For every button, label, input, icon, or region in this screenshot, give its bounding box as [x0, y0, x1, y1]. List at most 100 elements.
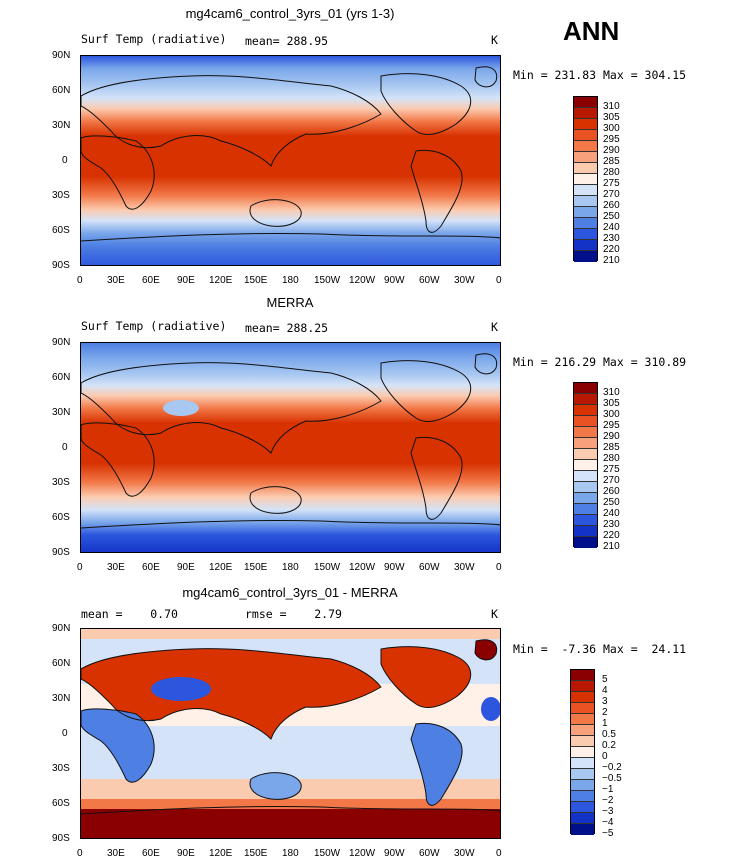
colorbar-swatch	[574, 163, 597, 174]
colorbar-label: 275	[603, 178, 620, 189]
lat-tick: 60N	[52, 658, 71, 669]
colorbar-swatch	[574, 196, 597, 207]
lon-tick: 60W	[419, 562, 440, 573]
colorbar-label: 0.2	[602, 740, 616, 751]
colorbar-swatch	[571, 692, 594, 703]
colorbar-swatch	[574, 251, 597, 262]
lat-tick: 90S	[52, 833, 70, 844]
lon-tick: 90E	[177, 848, 195, 859]
lon-tick: 90E	[177, 275, 195, 286]
lat-tick: 30N	[52, 693, 71, 704]
colorbar-swatch	[574, 515, 597, 526]
lon-tick: 120W	[349, 275, 376, 286]
lon-tick: 180	[282, 275, 299, 286]
panel1-map	[80, 55, 501, 266]
lon-tick: 120W	[349, 562, 376, 573]
lon-tick: 30E	[107, 848, 125, 859]
colorbar-swatch	[574, 108, 597, 119]
colorbar-swatch	[574, 185, 597, 196]
colorbar-label: 4	[602, 685, 608, 696]
colorbar-label: 210	[603, 541, 620, 552]
lat-tick: 30S	[52, 190, 70, 201]
colorbar-label: 220	[603, 244, 620, 255]
panel3-minmax: Min = -7.36 Max = 24.11	[513, 642, 687, 656]
colorbar-swatch	[571, 747, 594, 758]
colorbar-swatch	[574, 207, 597, 218]
colorbar-label: 280	[603, 167, 620, 178]
colorbar-swatch	[574, 97, 597, 108]
lon-tick: 60W	[419, 275, 440, 286]
colorbar-label: 310	[603, 101, 620, 112]
lon-tick: 60E	[142, 275, 160, 286]
lat-tick: 30N	[52, 120, 71, 131]
lon-tick: 90W	[384, 848, 405, 859]
colorbar-label: 270	[603, 189, 620, 200]
colorbar-swatch	[574, 504, 597, 515]
lon-tick: 90E	[177, 562, 195, 573]
colorbar-swatch	[571, 670, 594, 681]
panel3-mean-label: mean =	[81, 607, 123, 621]
colorbar-label: 220	[603, 530, 620, 541]
panel1-mean-label: mean=	[245, 34, 280, 48]
lat-tick: 90N	[52, 50, 71, 61]
panel1-minmax: Min = 231.83 Max = 304.15	[513, 68, 687, 82]
colorbar-swatch	[571, 780, 594, 791]
colorbar-swatch	[571, 703, 594, 714]
panel1-title: mg4cam6_control_3yrs_01 (yrs 1-3)	[185, 6, 395, 21]
panel1-colorbar	[573, 96, 598, 262]
colorbar-label: −3	[602, 806, 614, 817]
colorbar-label: 240	[603, 222, 620, 233]
lat-tick: 90S	[52, 260, 70, 271]
lon-tick: 90W	[384, 275, 405, 286]
colorbar-label: 305	[603, 112, 620, 123]
colorbar-swatch	[574, 218, 597, 229]
colorbar-label: 300	[603, 409, 620, 420]
colorbar-swatch	[574, 482, 597, 493]
lat-tick: 60S	[52, 512, 70, 523]
panel2-map	[80, 342, 501, 553]
colorbar-swatch	[571, 681, 594, 692]
lon-tick: 120E	[209, 848, 233, 859]
lon-tick: 120W	[349, 848, 376, 859]
panel3-map	[80, 628, 501, 839]
colorbar-label: 295	[603, 420, 620, 431]
colorbar-swatch	[574, 416, 597, 427]
lat-tick: 60S	[52, 225, 70, 236]
colorbar-swatch	[574, 130, 597, 141]
colorbar-swatch	[574, 229, 597, 240]
colorbar-label: 1	[602, 718, 608, 729]
colorbar-label: 300	[603, 123, 620, 134]
colorbar-label: −0.5	[602, 773, 622, 784]
colorbar-swatch	[571, 791, 594, 802]
colorbar-label: 275	[603, 464, 620, 475]
panel3-mean: 0.70	[150, 607, 178, 621]
lat-tick: 90N	[52, 623, 71, 634]
lat-tick: 0	[62, 155, 68, 166]
colorbar-swatch	[574, 394, 597, 405]
colorbar-label: 210	[603, 255, 620, 266]
lat-tick: 60N	[52, 85, 71, 96]
lon-tick: 0	[496, 275, 502, 286]
colorbar-swatch	[574, 493, 597, 504]
lon-tick: 30W	[454, 562, 475, 573]
lon-tick: 60W	[419, 848, 440, 859]
lat-tick: 30N	[52, 407, 71, 418]
lon-tick: 0	[496, 562, 502, 573]
colorbar-label: 310	[603, 387, 620, 398]
colorbar-swatch	[571, 813, 594, 824]
colorbar-label: 260	[603, 486, 620, 497]
panel1-variable: Surf Temp (radiative)	[81, 32, 227, 46]
lon-tick: 30W	[454, 275, 475, 286]
colorbar-label: 305	[603, 398, 620, 409]
colorbar-label: 5	[602, 674, 608, 685]
panel3-rmse: 2.79	[314, 607, 342, 621]
lon-tick: 60E	[142, 848, 160, 859]
colorbar-swatch	[571, 714, 594, 725]
colorbar-label: 0.5	[602, 729, 616, 740]
lon-tick: 0	[77, 848, 83, 859]
lat-tick: 0	[62, 442, 68, 453]
lon-tick: 120E	[209, 562, 233, 573]
panel3-colorbar	[570, 669, 595, 835]
colorbar-swatch	[574, 152, 597, 163]
panel3-units: K	[491, 607, 498, 621]
